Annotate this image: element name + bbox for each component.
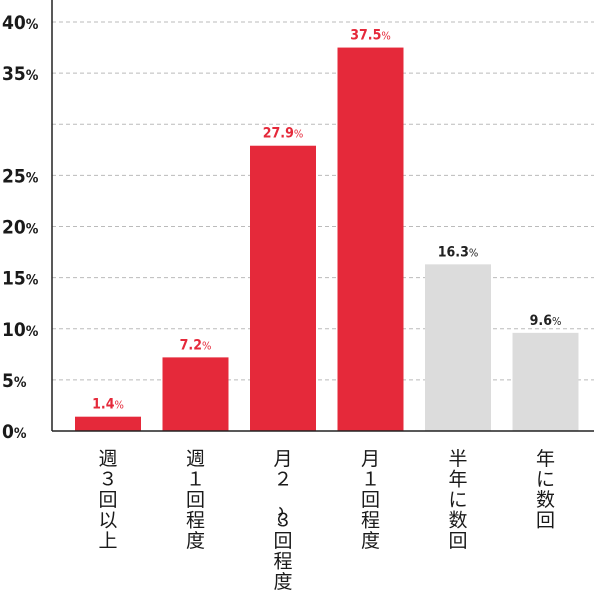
bar	[250, 145, 316, 431]
y-tick-label: 20%	[2, 217, 39, 239]
x-tick-label: 週１回程度	[186, 448, 205, 552]
data-label: 7.2%	[180, 337, 212, 353]
bar	[337, 47, 404, 431]
x-tick-label: 年に数回	[536, 448, 555, 532]
x-tick-label: 月２〜３回程度	[268, 448, 292, 593]
category-labels: 週３回以上 週１回程度 月２〜３回程度 月１回程度 半年に数回 年に数回	[98, 448, 555, 593]
y-tick-label: 25%	[2, 165, 39, 187]
value-labels: 1.4% 7.2% 27.9% 37.5% 16.3% 9.6%	[92, 28, 561, 413]
bar	[425, 264, 491, 431]
data-label: 16.3%	[438, 244, 478, 260]
bar	[512, 332, 579, 431]
x-tick-label: 半年に数回	[448, 448, 467, 552]
y-tick-label: 10%	[2, 319, 39, 341]
y-tick-label: 15%	[2, 268, 39, 290]
data-label: 27.9%	[263, 126, 303, 142]
grid-lines	[52, 21, 594, 381]
data-label: 37.5%	[350, 28, 390, 44]
y-tick-label: 5%	[2, 370, 27, 392]
bars	[75, 47, 579, 431]
x-tick-label: 週３回以上	[98, 448, 117, 552]
y-tick-label: 35%	[2, 63, 39, 85]
y-tick-label: 40%	[2, 12, 39, 34]
data-label: 1.4%	[92, 397, 124, 413]
x-tick-label: 月１回程度	[361, 448, 380, 552]
bar	[162, 357, 229, 431]
bar	[75, 416, 141, 431]
y-tick-label: 0%	[2, 421, 27, 443]
data-label: 9.6%	[530, 313, 562, 329]
y-axis-tick-labels: 0% 5% 10% 15% 20% 25% 35% 40%	[2, 12, 39, 443]
